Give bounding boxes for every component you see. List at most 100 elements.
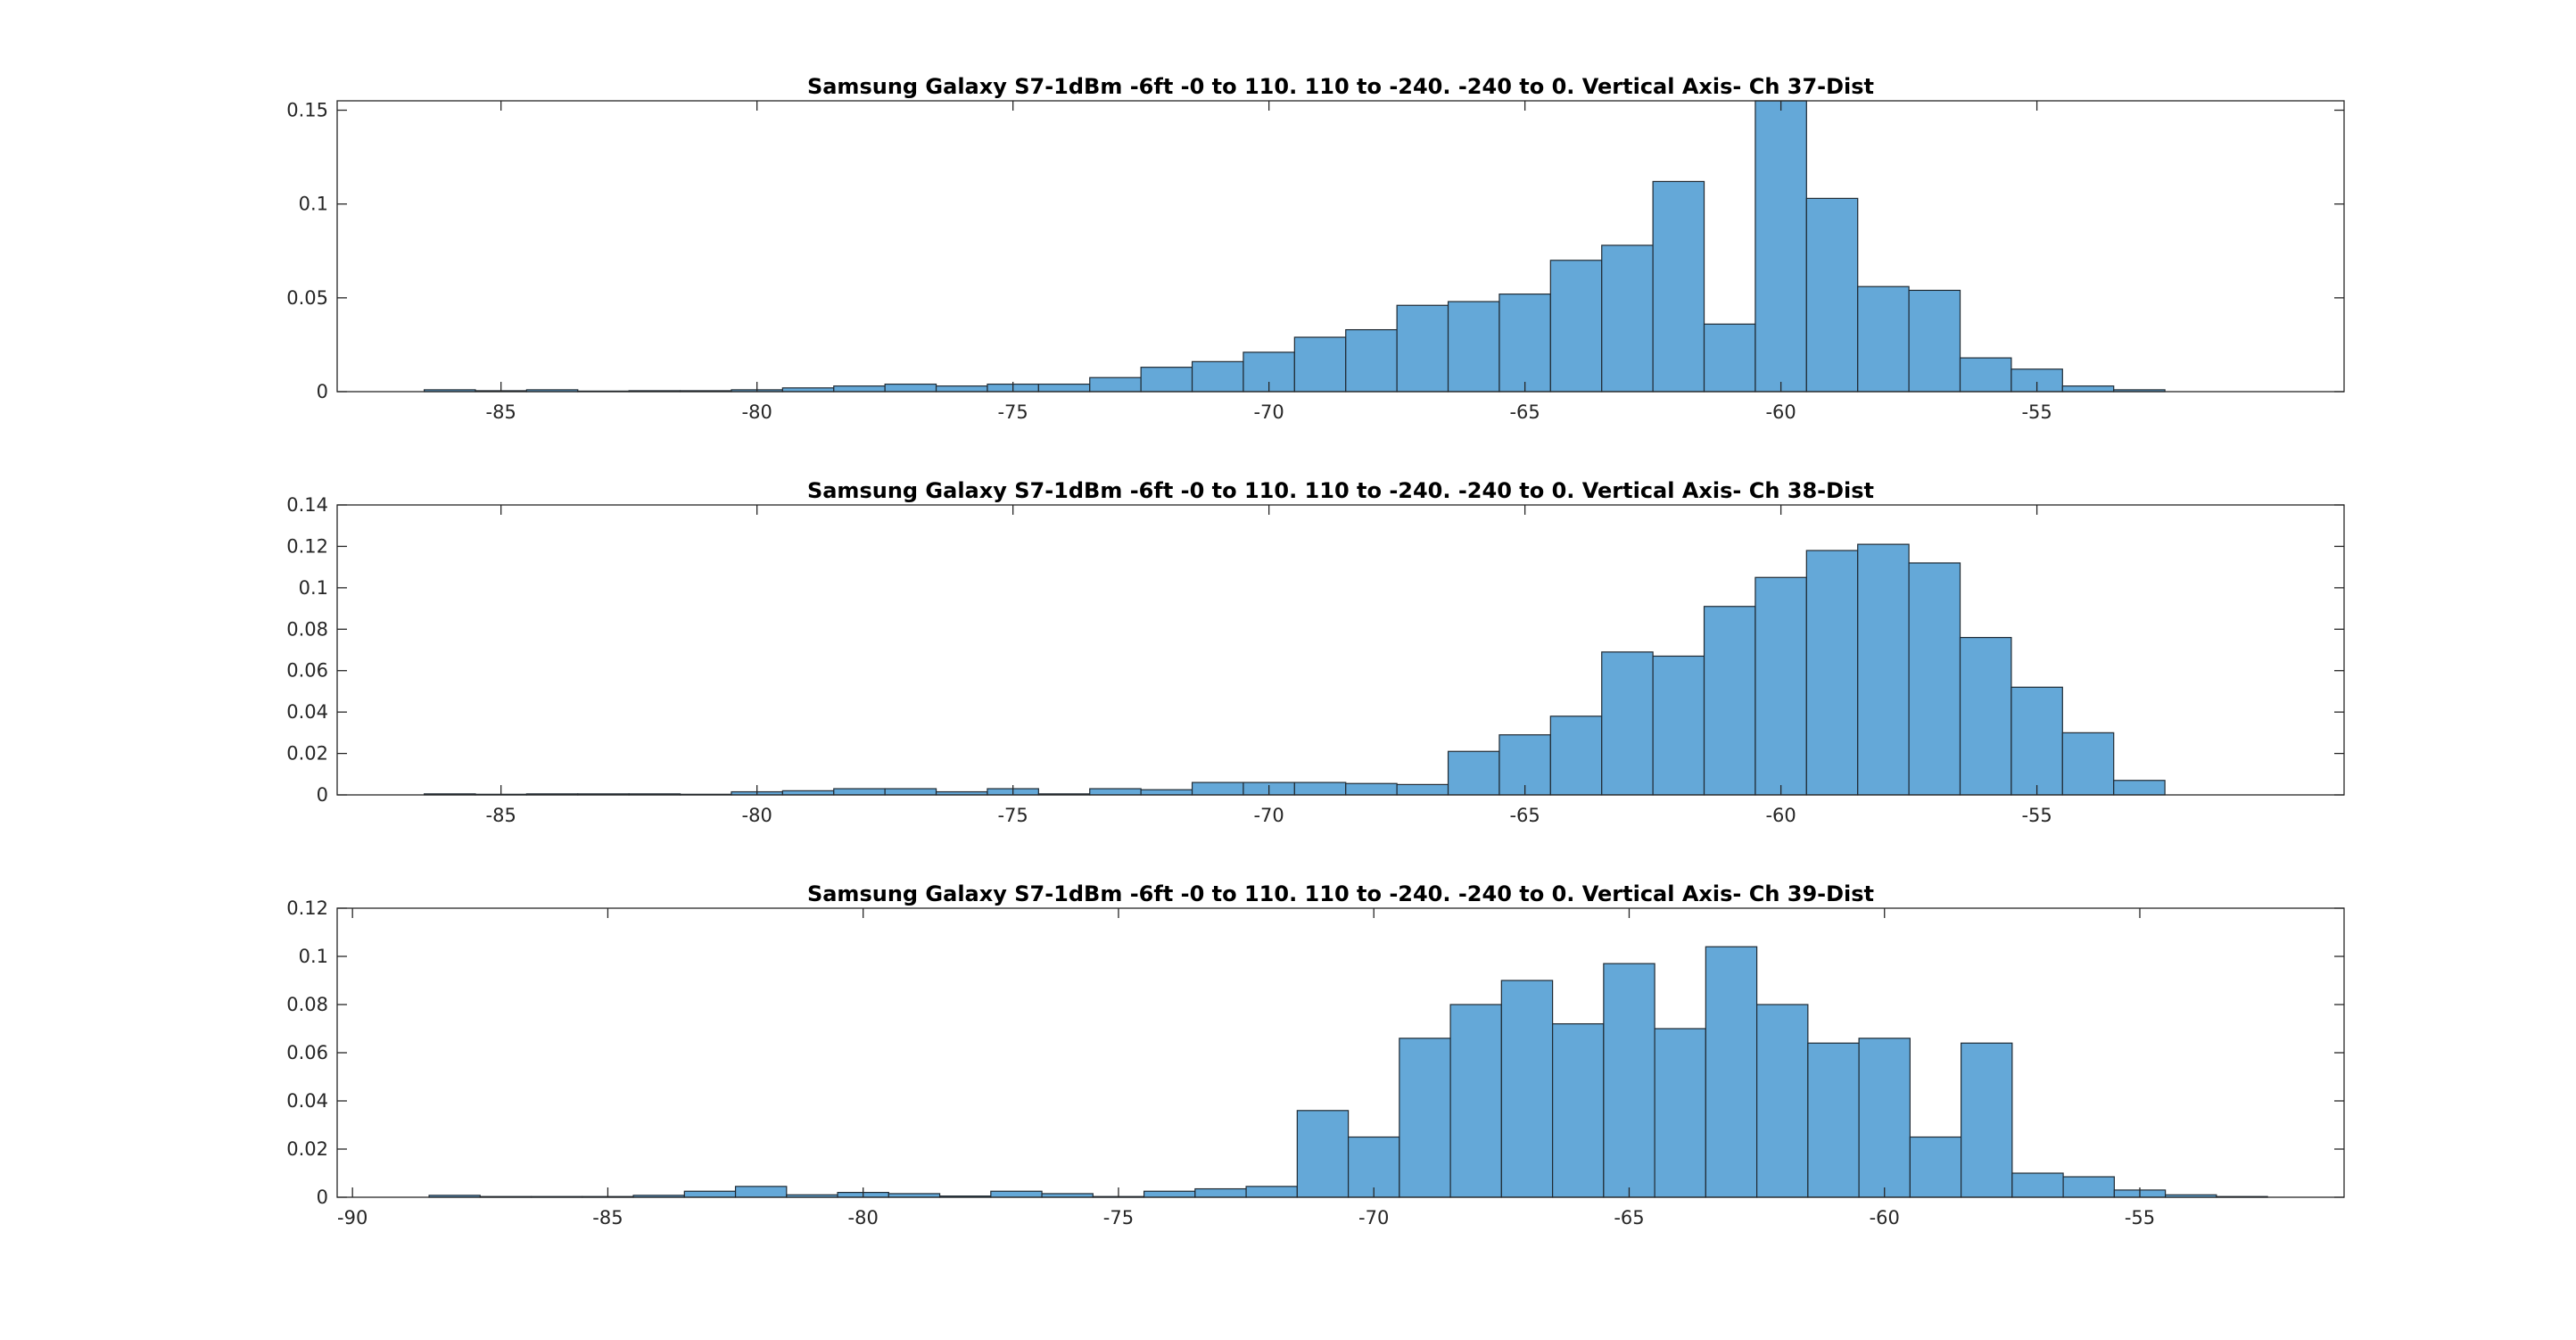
y-tick-label: 0.1	[299, 946, 328, 967]
x-tick-label: -70	[1253, 805, 1284, 826]
panel-ch37: Samsung Galaxy S7-1dBm -6ft -0 to 110. 1…	[286, 74, 2345, 423]
histogram-bar	[1191, 782, 1244, 796]
histogram-bar	[2113, 780, 2166, 796]
y-tick-label: 0.04	[286, 701, 328, 723]
histogram-bar	[1603, 963, 1655, 1198]
y-tick-label: 0.1	[299, 577, 328, 599]
histogram-bar	[1140, 367, 1193, 393]
histogram-bar	[1601, 651, 1654, 796]
y-tick-label: 0.15	[286, 100, 328, 121]
histogram-bar	[1551, 1022, 1605, 1198]
y-tick-label: 0.04	[286, 1090, 328, 1112]
y-tick-label: 0.1	[299, 194, 328, 215]
y-tick-label: 0.05	[286, 287, 328, 309]
histogram-bar	[1805, 197, 1859, 393]
histogram-bar	[1909, 1136, 1962, 1198]
histogram-bar	[1754, 100, 1807, 393]
histogram-bar	[1399, 1038, 1451, 1198]
histogram-bar	[1293, 336, 1347, 393]
x-tick-label: -65	[1509, 401, 1540, 423]
x-tick-label: -75	[1103, 1207, 1134, 1228]
y-tick-label: 0.12	[286, 535, 328, 557]
x-tick-label: -90	[337, 1207, 367, 1228]
x-tick-label: -80	[742, 805, 772, 826]
x-tick-label: -85	[486, 805, 516, 826]
histogram-bar	[683, 1190, 737, 1198]
histogram-bar	[1447, 750, 1500, 796]
x-tick-label: -70	[1253, 401, 1284, 423]
histogram-bar	[1293, 782, 1347, 796]
x-tick-label: -80	[742, 401, 772, 423]
histogram-bar	[781, 790, 835, 796]
histogram-bar	[2062, 1176, 2115, 1198]
histogram-bar	[1652, 180, 1705, 393]
y-tick-label: 0.14	[286, 494, 328, 516]
y-tick-label: 0.02	[286, 743, 328, 765]
histogram-bar	[1500, 980, 1554, 1198]
histogram-bar	[734, 1186, 788, 1198]
x-tick-label: -80	[848, 1207, 879, 1228]
histogram-bar	[1908, 562, 1961, 796]
x-tick-label: -85	[592, 1207, 623, 1228]
histogram-bar	[990, 1190, 1043, 1198]
histogram-bar	[1499, 294, 1551, 393]
panel-ch39: Samsung Galaxy S7-1dBm -6ft -0 to 110. 1…	[286, 881, 2345, 1228]
histogram-bar	[2061, 732, 2115, 796]
panel-ch38: Samsung Galaxy S7-1dBm -6ft -0 to 110. 1…	[286, 478, 2345, 826]
y-tick-label: 0	[317, 381, 328, 402]
y-tick-label: 0	[317, 784, 328, 806]
histogram-bar	[935, 385, 988, 393]
y-tick-label: 0.02	[286, 1138, 328, 1160]
y-tick-label: 0	[317, 1187, 328, 1208]
x-tick-label: -65	[1509, 805, 1540, 826]
histogram-bar	[1345, 782, 1398, 796]
histogram-bar	[833, 788, 886, 796]
histogram-bar	[1245, 1186, 1298, 1198]
x-tick-label: -75	[997, 401, 1028, 423]
histogram-bar	[1652, 655, 1705, 796]
histogram-bar	[2010, 686, 2063, 796]
histogram-bar	[1549, 260, 1603, 393]
histogram-bar	[1908, 289, 1961, 393]
y-tick-label: 0.08	[286, 618, 328, 640]
histogram-bar	[1449, 1004, 1502, 1198]
histogram-bar	[1959, 357, 2012, 393]
histogram-bar	[1447, 301, 1500, 393]
histogram-bar	[1396, 304, 1449, 393]
histogram-bar	[1601, 244, 1654, 393]
x-tick-label: -60	[1870, 1207, 1900, 1228]
histogram-bar	[1754, 576, 1807, 796]
histogram-bar	[1549, 715, 1603, 796]
histogram-bar	[1037, 383, 1091, 393]
y-tick-label: 0.12	[286, 897, 328, 919]
histogram-bar	[884, 383, 937, 393]
x-tick-label: -55	[2021, 805, 2052, 826]
panel-title: Samsung Galaxy S7-1dBm -6ft -0 to 110. 1…	[807, 881, 1874, 906]
histogram-bar	[1959, 636, 2012, 796]
histogram-bar	[1654, 1028, 1706, 1198]
histogram-bar	[1140, 789, 1193, 796]
histogram-bar	[884, 788, 937, 796]
histogram-bar	[1755, 1004, 1809, 1198]
histogram-bar	[1857, 543, 1910, 796]
histogram-bar	[1703, 323, 1756, 393]
x-tick-label: -70	[1358, 1207, 1389, 1228]
histogram-bar	[1191, 360, 1244, 393]
histogram-bar	[2061, 385, 2115, 393]
histogram-bar	[1396, 783, 1449, 796]
histogram-bar	[2011, 1172, 2064, 1198]
x-tick-label: -65	[1614, 1207, 1644, 1228]
y-tick-label: 0.08	[286, 994, 328, 1015]
histogram-bar	[1807, 1042, 1860, 1198]
y-tick-label: 0.06	[286, 1042, 328, 1063]
histogram-bar	[1296, 1110, 1350, 1198]
histogram-bar	[1194, 1187, 1247, 1198]
histogram-bar	[1857, 285, 1910, 393]
histogram-bar	[1705, 946, 1758, 1198]
histogram-bar	[1345, 328, 1398, 393]
histogram-bar	[1858, 1038, 1911, 1198]
x-tick-label: -60	[1765, 805, 1796, 826]
x-tick-label: -60	[1765, 401, 1796, 423]
